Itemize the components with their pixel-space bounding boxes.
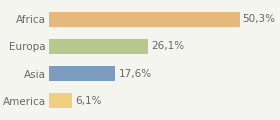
Bar <box>49 12 240 27</box>
Bar <box>49 66 115 81</box>
Text: 50,3%: 50,3% <box>243 14 276 24</box>
Bar <box>49 93 72 108</box>
Text: 17,6%: 17,6% <box>118 69 152 79</box>
Text: 26,1%: 26,1% <box>151 41 184 51</box>
Text: 6,1%: 6,1% <box>75 96 101 106</box>
Bar <box>49 39 148 54</box>
